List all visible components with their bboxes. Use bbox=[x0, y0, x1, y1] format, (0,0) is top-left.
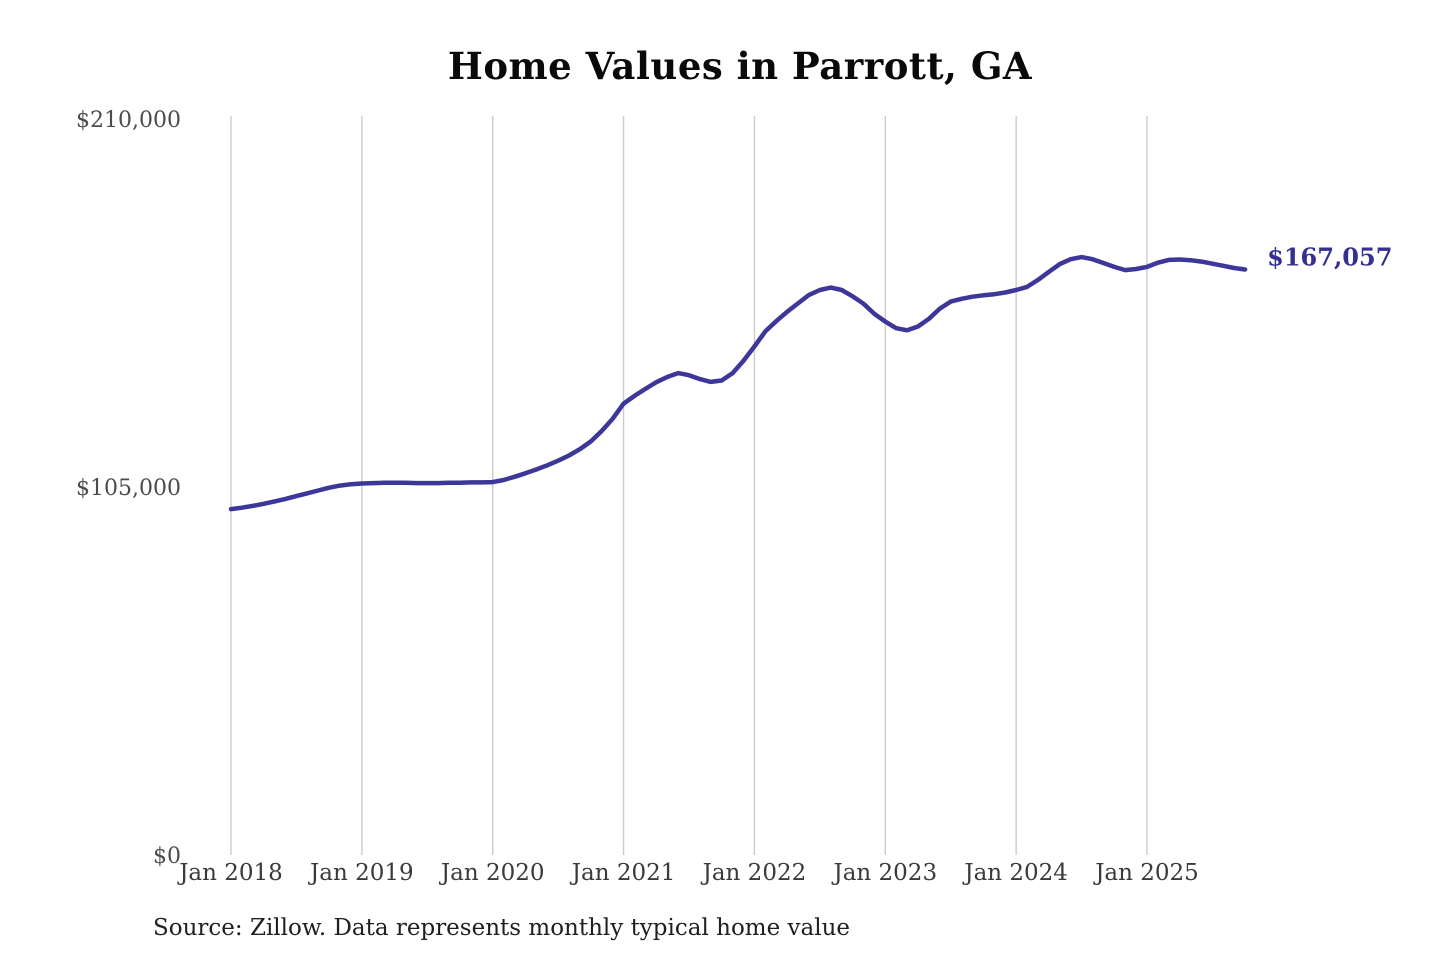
source-note: Source: Zillow. Data represents monthly … bbox=[153, 915, 851, 941]
x-axis-tick-label: Jan 2025 bbox=[1093, 860, 1199, 886]
x-axis-tick-label: Jan 2019 bbox=[308, 860, 414, 886]
home-value-line bbox=[228, 254, 1248, 512]
y-axis-tick-label: $0 bbox=[153, 844, 181, 869]
x-axis-tick-label: Jan 2022 bbox=[701, 860, 807, 886]
x-axis-tick-label: Jan 2018 bbox=[177, 860, 283, 886]
end-value-label: $167,057 bbox=[1267, 243, 1392, 272]
x-axis-tick-label: Jan 2020 bbox=[439, 860, 545, 886]
x-axis-tick-label: Jan 2021 bbox=[570, 860, 676, 886]
y-axis-tick-label: $210,000 bbox=[76, 108, 181, 133]
chart-title: Home Values in Parrott, GA bbox=[447, 44, 1033, 88]
x-axis-tick-label: Jan 2023 bbox=[831, 860, 937, 886]
y-axis-tick-label: $105,000 bbox=[76, 476, 181, 501]
x-axis-tick-label: Jan 2024 bbox=[962, 860, 1068, 886]
